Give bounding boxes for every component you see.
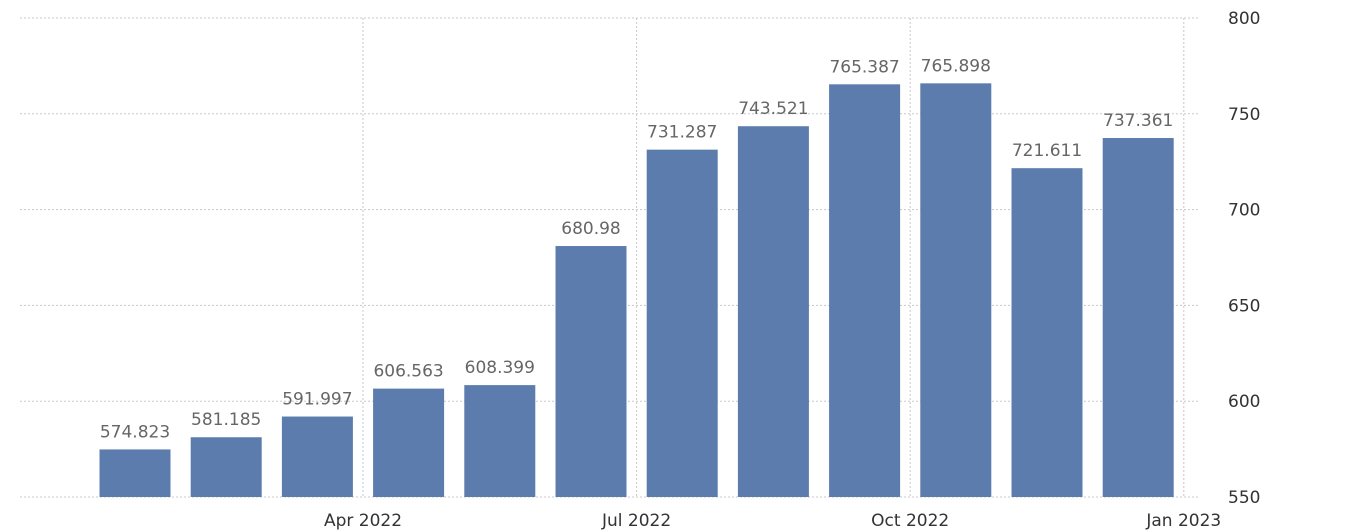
bar: [281, 416, 353, 497]
y-tick-label: 700: [1228, 201, 1260, 221]
bar: [737, 126, 809, 498]
x-axis-ticks: Apr 2022 Jul 2022 Oct 2022 Jan 2023: [324, 511, 1221, 530]
y-axis-ticks: 550 600 650 700 750 800: [1228, 9, 1260, 508]
y-tick-label: 800: [1228, 9, 1260, 29]
bar: [920, 83, 992, 498]
x-tick-label: Jan 2023: [1145, 511, 1221, 530]
bar: [373, 388, 445, 497]
bars: [99, 83, 1174, 498]
data-label: 721.611: [1012, 141, 1082, 161]
data-label: 574.823: [100, 422, 170, 442]
bar: [829, 84, 901, 497]
data-label: 606.563: [373, 362, 443, 382]
bar: [555, 246, 627, 497]
data-label: 765.898: [921, 56, 991, 76]
data-label: 731.287: [647, 123, 717, 143]
data-labels: 574.823 581.185 591.997 606.563 608.399 680.9…: [100, 56, 1174, 442]
bar: [1011, 168, 1083, 497]
data-label: 680.98: [561, 219, 620, 239]
bar: [464, 385, 536, 497]
data-label: 765.387: [829, 57, 899, 77]
y-tick-label: 550: [1228, 488, 1260, 508]
data-label: 591.997: [282, 390, 352, 410]
y-tick-label: 600: [1228, 392, 1260, 412]
data-label: 737.361: [1103, 111, 1173, 131]
y-tick-label: 750: [1228, 105, 1260, 125]
bar: [190, 437, 262, 497]
data-label: 608.399: [465, 358, 535, 378]
x-tick-label: Apr 2022: [324, 511, 402, 530]
y-tick-label: 650: [1228, 296, 1260, 316]
bar: [99, 449, 171, 497]
data-label: 581.185: [191, 410, 261, 430]
bar: [646, 149, 718, 497]
x-tick-label: Jul 2022: [601, 511, 671, 530]
bar: [1102, 138, 1174, 497]
data-label: 743.521: [738, 99, 808, 119]
x-tick-label: Oct 2022: [871, 511, 949, 530]
